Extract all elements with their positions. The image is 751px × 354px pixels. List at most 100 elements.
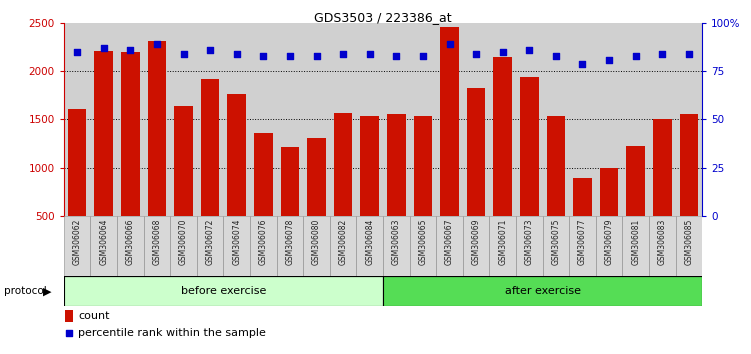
Point bbox=[71, 49, 83, 55]
Text: GSM306079: GSM306079 bbox=[605, 219, 614, 266]
Bar bbox=[170, 216, 197, 276]
Bar bbox=[596, 216, 623, 276]
Point bbox=[577, 61, 589, 66]
Point bbox=[683, 51, 695, 57]
Text: GSM306072: GSM306072 bbox=[206, 219, 215, 266]
Bar bbox=[409, 216, 436, 276]
Text: GSM306062: GSM306062 bbox=[73, 219, 82, 266]
Point bbox=[284, 53, 296, 59]
Bar bbox=[676, 23, 702, 216]
Text: GSM306077: GSM306077 bbox=[578, 219, 587, 266]
Text: GSM306082: GSM306082 bbox=[339, 219, 348, 265]
Bar bbox=[383, 23, 409, 216]
Text: GSM306081: GSM306081 bbox=[631, 219, 640, 265]
Point bbox=[151, 41, 163, 47]
Bar bbox=[623, 216, 649, 276]
Bar bbox=[547, 116, 566, 264]
Text: GSM306069: GSM306069 bbox=[472, 219, 481, 266]
Text: GSM306078: GSM306078 bbox=[285, 219, 294, 266]
Bar bbox=[90, 23, 117, 216]
Point bbox=[177, 51, 189, 57]
Bar bbox=[224, 23, 250, 216]
Text: GSM306080: GSM306080 bbox=[312, 219, 321, 266]
Bar bbox=[600, 168, 618, 264]
Bar bbox=[330, 23, 357, 216]
Bar bbox=[121, 52, 140, 264]
Bar bbox=[228, 95, 246, 264]
Text: GSM306063: GSM306063 bbox=[392, 219, 401, 266]
Bar bbox=[281, 148, 299, 264]
Bar bbox=[490, 216, 516, 276]
Bar bbox=[649, 216, 676, 276]
Point bbox=[261, 241, 273, 246]
Bar bbox=[143, 216, 170, 276]
Bar bbox=[95, 51, 113, 264]
Point bbox=[444, 41, 456, 47]
Bar bbox=[543, 23, 569, 216]
Point bbox=[496, 49, 508, 55]
Bar bbox=[303, 23, 330, 216]
Text: GSM306076: GSM306076 bbox=[259, 219, 268, 266]
Bar bbox=[383, 276, 702, 306]
Bar bbox=[409, 23, 436, 216]
Bar bbox=[68, 109, 86, 264]
Bar bbox=[463, 23, 490, 216]
Point bbox=[337, 51, 349, 57]
Bar bbox=[117, 216, 143, 276]
Bar bbox=[307, 138, 326, 264]
Bar bbox=[333, 113, 352, 264]
Text: GSM306075: GSM306075 bbox=[551, 219, 560, 266]
Text: GSM306085: GSM306085 bbox=[684, 219, 693, 266]
Bar bbox=[117, 23, 143, 216]
Bar bbox=[90, 216, 117, 276]
Bar bbox=[626, 147, 645, 264]
Bar bbox=[569, 23, 596, 216]
Text: after exercise: after exercise bbox=[505, 286, 581, 296]
Bar bbox=[596, 23, 623, 216]
Bar bbox=[65, 310, 74, 322]
Bar bbox=[143, 23, 170, 216]
Point bbox=[363, 51, 376, 57]
Bar bbox=[467, 88, 485, 264]
Bar bbox=[440, 27, 459, 264]
Bar bbox=[680, 114, 698, 264]
Bar bbox=[436, 23, 463, 216]
Bar bbox=[520, 77, 538, 264]
Text: GDS3503 / 223386_at: GDS3503 / 223386_at bbox=[314, 11, 452, 24]
Bar bbox=[383, 216, 409, 276]
Bar bbox=[463, 216, 490, 276]
Bar bbox=[197, 216, 224, 276]
Bar bbox=[250, 23, 276, 216]
Bar bbox=[201, 79, 219, 264]
Point bbox=[656, 51, 668, 57]
Bar bbox=[490, 23, 516, 216]
Text: GSM306067: GSM306067 bbox=[445, 219, 454, 266]
Bar bbox=[493, 57, 512, 264]
Point bbox=[310, 53, 322, 59]
Bar bbox=[569, 216, 596, 276]
Text: percentile rank within the sample: percentile rank within the sample bbox=[78, 328, 266, 338]
Bar bbox=[516, 23, 543, 216]
Text: GSM306065: GSM306065 bbox=[418, 219, 427, 266]
Bar bbox=[676, 216, 702, 276]
Text: GSM306074: GSM306074 bbox=[232, 219, 241, 266]
Text: GSM306068: GSM306068 bbox=[152, 219, 161, 266]
Bar bbox=[387, 114, 406, 264]
Bar bbox=[330, 216, 357, 276]
Bar bbox=[224, 216, 250, 276]
Text: ▶: ▶ bbox=[43, 286, 52, 296]
Bar bbox=[170, 23, 197, 216]
Bar bbox=[436, 216, 463, 276]
Bar bbox=[64, 23, 90, 216]
Point bbox=[125, 47, 137, 53]
Text: GSM306070: GSM306070 bbox=[179, 219, 188, 266]
Text: GSM306066: GSM306066 bbox=[126, 219, 135, 266]
Bar bbox=[623, 23, 649, 216]
Bar bbox=[653, 119, 671, 264]
Text: GSM306073: GSM306073 bbox=[525, 219, 534, 266]
Point bbox=[231, 51, 243, 57]
Point bbox=[603, 57, 615, 63]
Text: GSM306064: GSM306064 bbox=[99, 219, 108, 266]
Bar bbox=[516, 216, 543, 276]
Text: GSM306083: GSM306083 bbox=[658, 219, 667, 266]
